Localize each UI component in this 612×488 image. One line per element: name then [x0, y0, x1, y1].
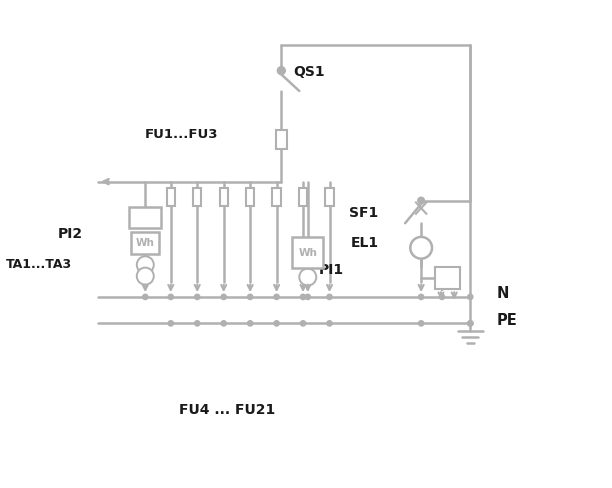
Circle shape: [168, 294, 173, 300]
Text: QS1: QS1: [294, 65, 325, 79]
Text: PI1: PI1: [319, 264, 344, 278]
Circle shape: [419, 294, 424, 300]
Bar: [435, 266, 460, 289]
Circle shape: [247, 321, 253, 326]
Text: N: N: [497, 285, 509, 301]
Text: TA1...TA3: TA1...TA3: [6, 258, 72, 271]
Text: FU4 ... FU21: FU4 ... FU21: [179, 403, 275, 417]
Circle shape: [299, 268, 316, 285]
Text: EL1: EL1: [351, 236, 379, 250]
Circle shape: [305, 294, 310, 300]
Circle shape: [300, 321, 306, 326]
Circle shape: [247, 294, 253, 300]
Circle shape: [468, 321, 473, 326]
Bar: [292, 237, 323, 267]
Circle shape: [327, 321, 332, 326]
Bar: [129, 207, 162, 228]
Circle shape: [327, 294, 332, 300]
Text: FU1...FU3: FU1...FU3: [144, 128, 218, 141]
Bar: [246, 188, 255, 206]
Bar: [193, 188, 201, 206]
Circle shape: [419, 321, 424, 326]
Bar: [131, 232, 160, 254]
Circle shape: [300, 294, 306, 300]
Circle shape: [221, 294, 226, 300]
Bar: [326, 188, 334, 206]
Circle shape: [277, 67, 285, 75]
Bar: [272, 188, 281, 206]
Bar: [276, 130, 286, 148]
Bar: [299, 188, 307, 206]
Bar: [166, 188, 175, 206]
Circle shape: [439, 294, 444, 300]
Text: PI2: PI2: [58, 226, 83, 241]
Text: Wh: Wh: [136, 238, 155, 248]
Text: SF1: SF1: [349, 206, 379, 220]
Circle shape: [468, 321, 473, 326]
Circle shape: [410, 237, 432, 259]
Circle shape: [468, 294, 473, 300]
Circle shape: [418, 197, 425, 204]
Circle shape: [195, 294, 200, 300]
Circle shape: [221, 321, 226, 326]
Circle shape: [195, 321, 200, 326]
Circle shape: [143, 294, 148, 300]
Circle shape: [136, 256, 154, 273]
Circle shape: [274, 321, 279, 326]
Bar: [220, 188, 228, 206]
Text: Wh: Wh: [298, 247, 317, 258]
Circle shape: [168, 321, 173, 326]
Circle shape: [274, 294, 279, 300]
Circle shape: [136, 267, 154, 285]
Text: PE: PE: [497, 313, 518, 328]
